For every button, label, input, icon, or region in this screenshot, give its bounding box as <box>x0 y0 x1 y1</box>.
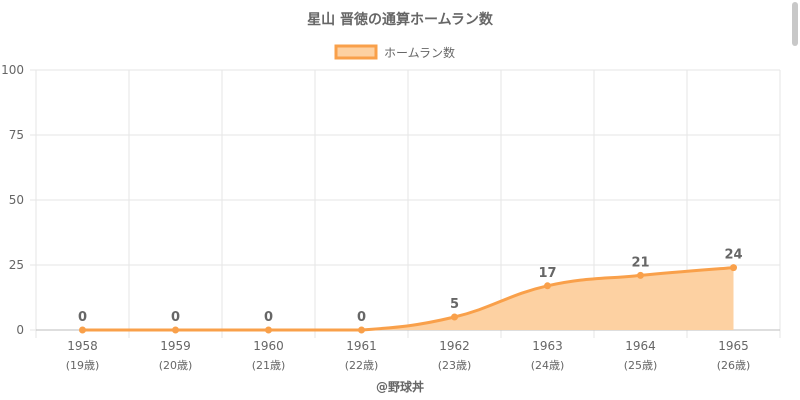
legend-label: ホームラン数 <box>384 45 455 60</box>
chart-title: 星山 晋徳の通算ホームラン数 <box>307 11 494 28</box>
data-point <box>265 326 272 334</box>
series-line <box>82 266 734 332</box>
data-labels: 0 0 0 0 5 17 21 24 <box>78 248 743 325</box>
plot-area <box>79 264 737 334</box>
data-point <box>637 271 644 279</box>
y-tick-label: 75 <box>9 128 24 142</box>
data-label: 0 <box>171 310 180 325</box>
y-tick-label: 100 <box>1 63 24 77</box>
x-tick-sublabel: (20歳) <box>159 359 193 372</box>
y-tick-label: 50 <box>9 193 24 207</box>
data-label: 0 <box>264 310 273 325</box>
x-tick-sublabel: (24歳) <box>531 359 565 372</box>
x-tick-label: 1963 <box>532 339 563 353</box>
x-tick-label: 1959 <box>160 339 191 353</box>
data-point <box>451 313 458 321</box>
scrollbar[interactable] <box>792 2 798 46</box>
legend-swatch <box>334 44 378 60</box>
data-label: 21 <box>631 255 649 270</box>
x-tick-label: 1962 <box>439 339 470 353</box>
x-tick-sublabel: (19歳) <box>66 359 100 372</box>
x-tick-sublabel: (23歳) <box>438 359 472 372</box>
legend[interactable]: ホームラン数 <box>334 44 455 60</box>
data-label: 5 <box>450 297 459 312</box>
y-tick-label: 0 <box>16 323 24 337</box>
data-point <box>544 282 551 290</box>
x-tick-label: 1961 <box>346 339 377 353</box>
x-tick-label: 1960 <box>253 339 284 353</box>
data-label: 0 <box>78 310 87 325</box>
data-label: 0 <box>357 310 366 325</box>
x-tick-sublabel: (25歳) <box>624 359 658 372</box>
data-label: 17 <box>538 266 556 281</box>
x-tick-sublabel: (22歳) <box>345 359 379 372</box>
x-tick-sublabel: (26歳) <box>717 359 751 372</box>
x-tick-label: 1965 <box>718 339 749 353</box>
y-axis-ticks: 0 25 50 75 100 <box>1 63 24 337</box>
y-tick-label: 25 <box>9 258 24 272</box>
data-point <box>79 326 86 334</box>
x-tick-label: 1964 <box>625 339 656 353</box>
grid <box>30 69 781 338</box>
chart-footer: @野球丼 <box>376 379 424 394</box>
data-label: 24 <box>724 248 742 263</box>
x-axis-ticks: 1958 (19歳) 1959 (20歳) 1960 (21歳) 1961 (22歳) 1962… <box>66 339 751 372</box>
data-point <box>358 326 365 334</box>
data-point <box>172 326 179 334</box>
data-point <box>730 264 737 272</box>
x-tick-sublabel: (21歳) <box>252 359 286 372</box>
x-tick-label: 1958 <box>67 339 98 353</box>
series-area <box>82 267 734 330</box>
